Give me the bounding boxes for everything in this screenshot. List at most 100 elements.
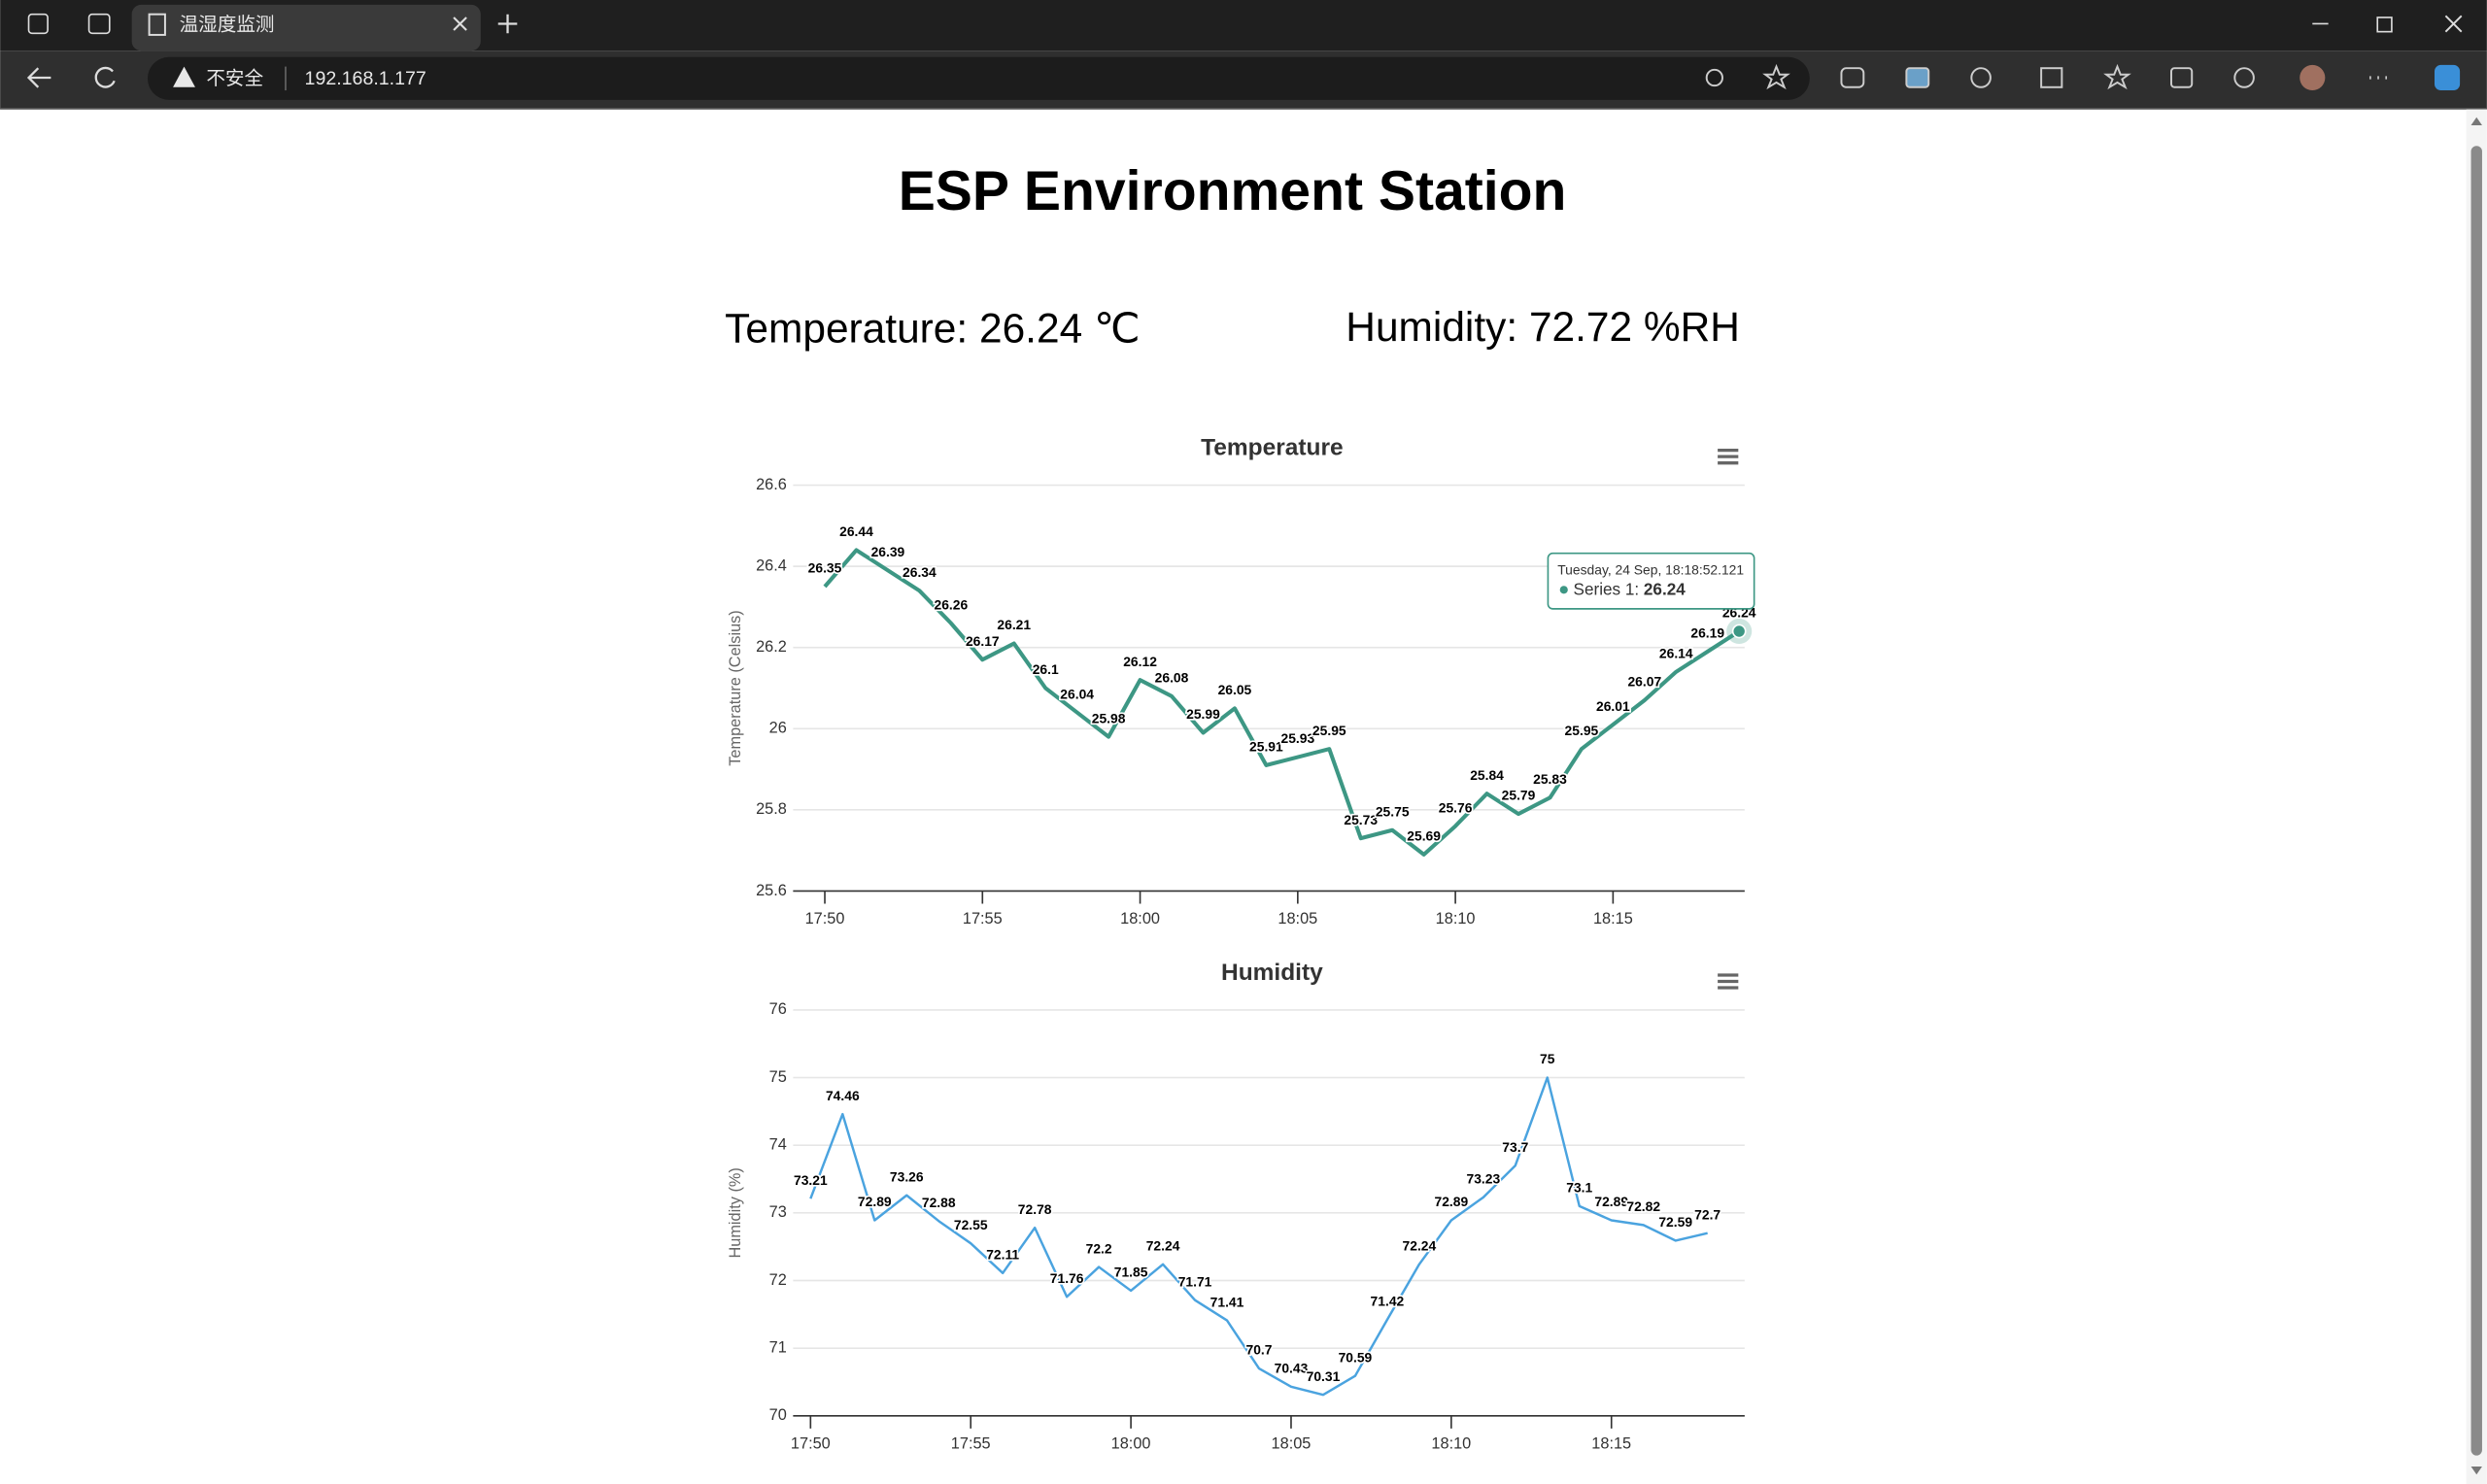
data-label: 70.7 [1246,1342,1273,1358]
x-tick-label: 18:10 [1431,1435,1471,1453]
data-label: 26.44 [839,523,873,539]
data-label: 72.24 [1403,1237,1437,1253]
data-label: 25.93 [1280,730,1314,746]
x-tick-label: 18:15 [1591,1435,1631,1453]
data-label: 26.07 [1627,674,1661,690]
data-label: 71.76 [1050,1270,1084,1286]
data-label: 26.12 [1123,654,1157,669]
data-label: 71.85 [1114,1265,1148,1280]
y-tick-label: 73 [769,1203,787,1221]
toolbar-border [0,108,2487,110]
data-label: 72.7 [1694,1206,1720,1222]
copilot-button[interactable] [2434,64,2461,91]
data-label: 71.42 [1371,1294,1405,1309]
chart-menu-button[interactable] [1718,448,1739,465]
x-tick-label: 18:00 [1111,1435,1151,1453]
data-label: 70.43 [1275,1361,1309,1376]
x-tick-label: 18:15 [1593,910,1633,928]
data-label: 25.76 [1439,799,1473,815]
data-label: 26.08 [1155,670,1189,686]
tab-close[interactable] [453,17,467,31]
data-label: 25.75 [1376,803,1410,819]
x-tick-label: 17:55 [951,1435,991,1453]
data-label: 26.35 [808,560,842,576]
y-tick-label: 26.4 [756,556,787,574]
zoom-button[interactable] [1705,68,1723,87]
data-label: 25.95 [1312,723,1346,738]
y-tick-label: 25.6 [756,882,787,899]
extensions-button[interactable] [1970,67,1992,88]
data-label: 26.1 [1033,661,1059,677]
data-label: 71.71 [1178,1273,1212,1289]
x-tick-label: 17:50 [791,1435,831,1453]
active-tab[interactable] [131,4,481,51]
data-label: 75 [1540,1051,1555,1066]
chart-title: Temperature [1201,434,1343,460]
data-label: 73.21 [794,1172,828,1188]
workspaces-button[interactable] [27,13,49,35]
data-label: 26.05 [1218,682,1252,697]
data-label: 25.98 [1092,710,1126,725]
data-label: 73.1 [1566,1180,1592,1196]
x-tick-label: 18:00 [1120,910,1160,928]
series-line [823,548,1741,857]
y-tick-label: 71 [769,1338,787,1356]
data-label: 72.2 [1086,1240,1112,1256]
scrollbar-thumb[interactable] [2470,146,2482,1456]
y-tick-label: 26.2 [756,638,787,656]
favorites-button[interactable] [2103,63,2131,90]
warning-icon [173,66,195,87]
x-tick-label: 18:10 [1436,910,1476,928]
data-label: 72.24 [1146,1237,1180,1253]
humidity-reading: Humidity: 72.72 %RH [1346,304,1740,350]
temperature-reading: Temperature: 26.24 ℃ [725,305,1140,351]
performance-button[interactable] [2233,67,2255,88]
split-screen-button[interactable] [2040,67,2063,88]
back-button[interactable] [26,67,51,88]
data-label: 72.88 [922,1195,956,1210]
close-window-button[interactable] [2444,15,2463,33]
chart-menu-button[interactable] [1718,973,1739,990]
tab-actions-button[interactable] [87,13,111,35]
new-tab[interactable] [497,14,518,34]
toolbar-icons [1705,63,2461,91]
tooltip-series: Series 1: [1574,579,1640,598]
data-label: 25.84 [1470,767,1504,783]
extension-button[interactable] [1840,67,1865,88]
y-tick-label: 26.6 [756,476,787,493]
tooltip-marker [1559,586,1568,594]
tooltip-text: Series 1: 26.24 [1574,579,1686,598]
data-label: 72.89 [1594,1194,1628,1209]
security-status[interactable]: 不安全 [206,68,263,89]
address-bar[interactable] [147,56,1810,100]
data-label: 72.55 [954,1217,988,1232]
y-tick-label: 70 [769,1406,787,1424]
series-line [809,1076,1708,1397]
y-axis-label: Humidity (%) [727,1167,744,1258]
y-tick-label: 72 [769,1271,787,1289]
y-tick-label: 26 [769,720,787,737]
url[interactable]: 192.168.1.177 [305,68,426,89]
data-label: 70.31 [1307,1368,1341,1384]
data-label: 26.26 [934,596,968,612]
tab-title: 温湿度监测 [180,14,275,35]
data-label: 25.79 [1502,788,1536,803]
data-label: 73.26 [890,1168,924,1184]
data-label: 25.69 [1407,828,1441,844]
restore-button[interactable] [2376,17,2393,33]
data-label: 26.34 [903,564,937,580]
profile-button[interactable] [2300,64,2326,91]
data-label: 72.59 [1658,1214,1692,1230]
extension-button[interactable] [1905,67,1930,88]
x-tick-label: 17:55 [963,910,1003,928]
refresh-button[interactable] [94,66,116,88]
data-label: 25.95 [1565,723,1599,738]
tab-icon [148,13,166,36]
favorite-button[interactable] [1762,63,1790,90]
data-label: 74.46 [826,1088,860,1103]
data-label: 73.23 [1466,1171,1500,1187]
data-label: 26.39 [871,544,905,559]
collections-button[interactable] [2170,67,2194,88]
